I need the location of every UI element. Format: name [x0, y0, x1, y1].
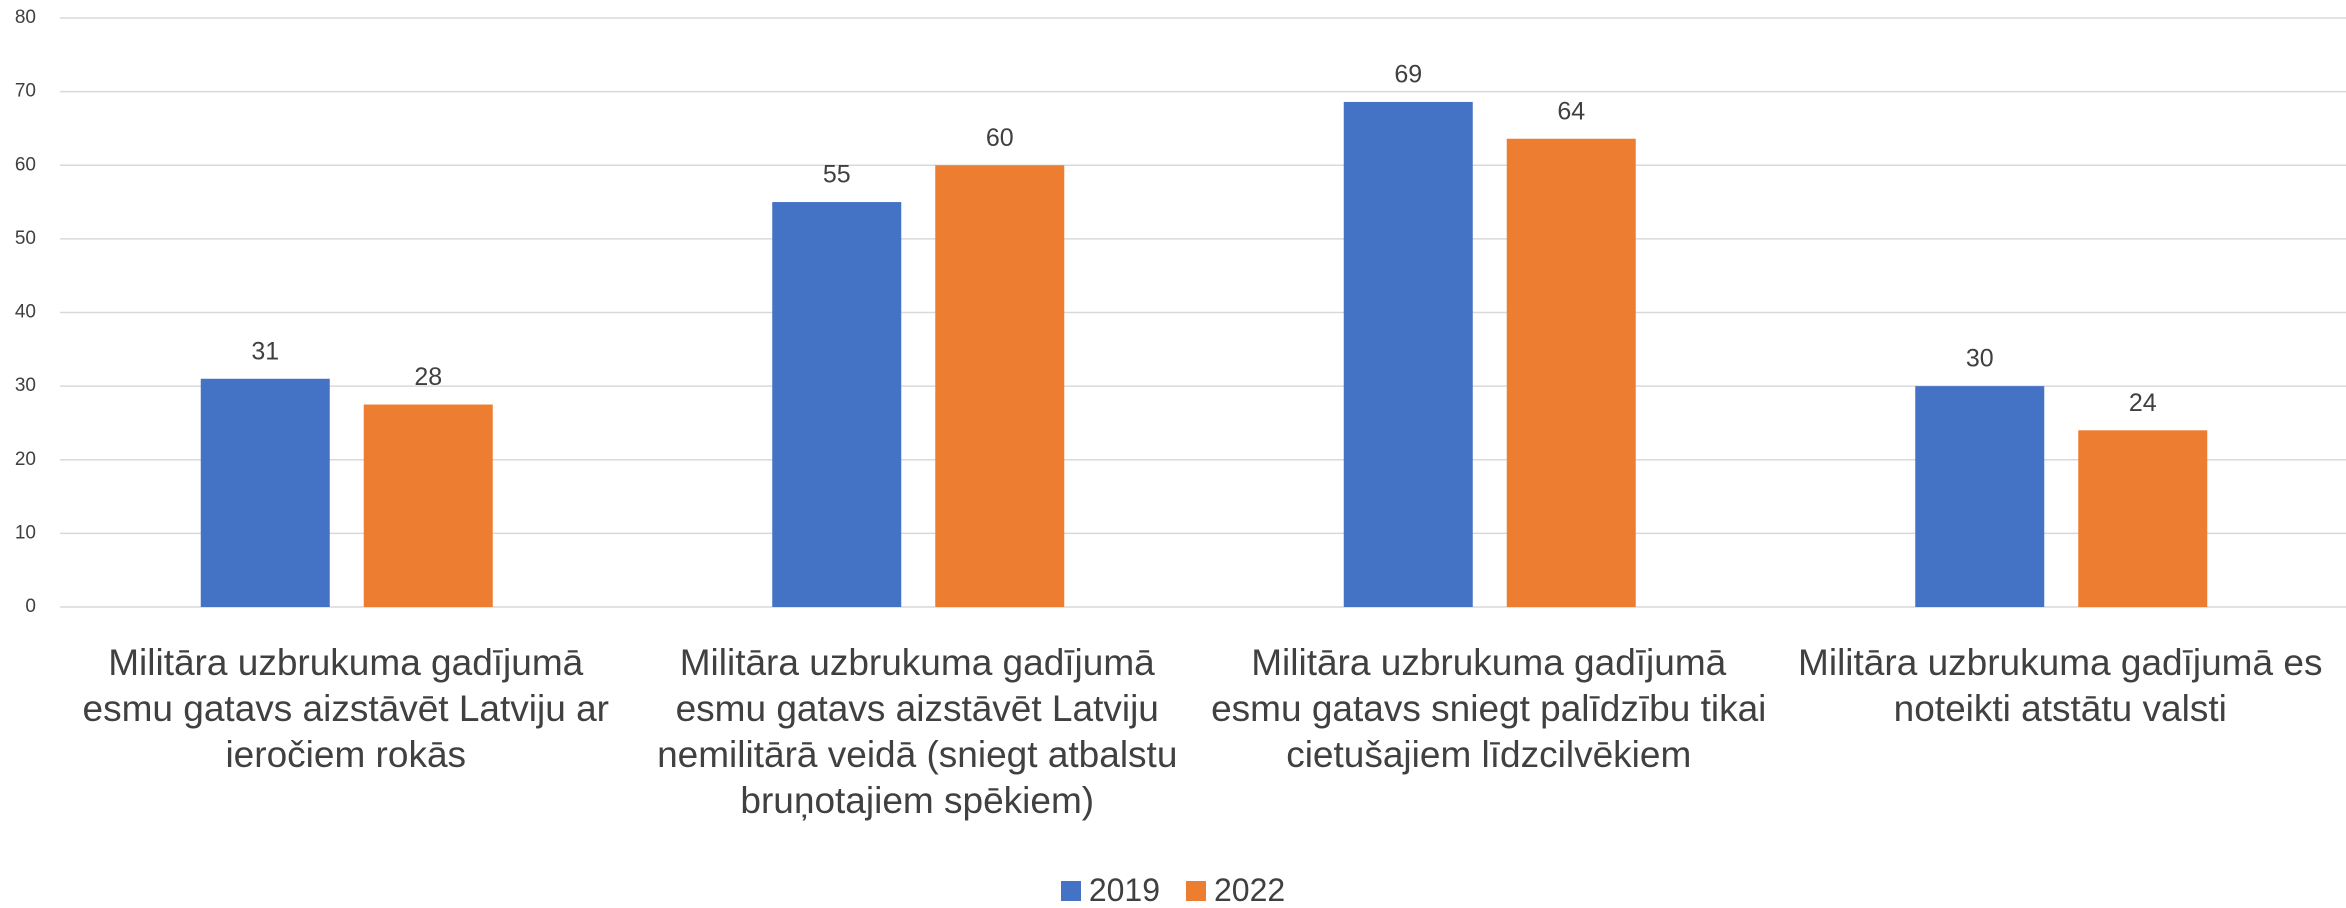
y-tick-label: 50 — [15, 228, 36, 249]
x-tick-label: Militāra uzbrukuma gadījumā esmu gatavs … — [657, 642, 1178, 821]
data-label: 28 — [414, 363, 442, 391]
y-tick-label: 0 — [25, 596, 36, 617]
y-tick-label: 20 — [15, 449, 36, 470]
data-label: 30 — [1966, 345, 1994, 373]
legend-item: 2022 — [1186, 872, 1285, 908]
data-label: 55 — [823, 161, 851, 189]
legend-swatch — [1186, 880, 1206, 901]
y-tick-label: 70 — [15, 81, 36, 102]
bar — [935, 165, 1065, 607]
bar — [772, 202, 902, 607]
legend-label: 2019 — [1088, 872, 1160, 908]
y-tick-label: 40 — [15, 302, 36, 323]
bar — [1915, 386, 2045, 607]
data-label: 31 — [251, 337, 279, 365]
bar — [200, 378, 330, 607]
bar — [1506, 138, 1636, 607]
y-tick-label: 10 — [15, 522, 36, 543]
legend: 2019 2022 — [0, 872, 2346, 908]
y-tick-label: 30 — [15, 375, 36, 396]
legend-swatch — [1060, 880, 1081, 901]
data-label: 64 — [1557, 97, 1585, 125]
x-tick-label: Militāra uzbrukuma gadījumā es noteikti … — [1798, 642, 2323, 729]
bar — [2078, 430, 2208, 607]
legend-label: 2022 — [1214, 872, 1286, 908]
data-label: 24 — [2129, 389, 2157, 417]
bar — [1343, 101, 1473, 608]
y-tick-label: 60 — [15, 154, 36, 175]
x-tick-label: Militāra uzbrukuma gadījumā esmu gatavs … — [1211, 642, 1767, 775]
legend-item: 2019 — [1060, 872, 1160, 908]
bar — [363, 404, 493, 607]
x-tick-label: Militāra uzbrukuma gadījumā esmu gatavs … — [82, 642, 609, 775]
y-tick-label: 80 — [15, 7, 36, 28]
data-label: 60 — [986, 124, 1014, 152]
data-label: 69 — [1394, 61, 1422, 89]
